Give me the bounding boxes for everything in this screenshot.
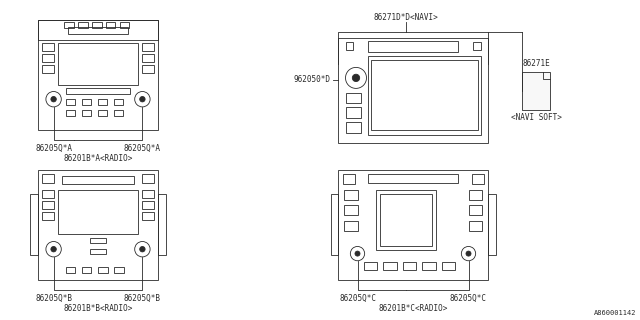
Bar bbox=[158, 194, 166, 255]
Bar bbox=[42, 212, 54, 220]
Bar bbox=[82, 110, 91, 116]
Bar bbox=[143, 65, 154, 73]
Bar bbox=[58, 190, 138, 234]
Text: 86205Q*A: 86205Q*A bbox=[124, 144, 161, 153]
Bar bbox=[344, 205, 358, 215]
Bar bbox=[42, 65, 54, 73]
Bar bbox=[403, 262, 416, 270]
Bar bbox=[106, 22, 115, 28]
Bar bbox=[330, 194, 338, 255]
Circle shape bbox=[51, 97, 56, 102]
Bar bbox=[338, 38, 488, 143]
Bar bbox=[468, 220, 482, 230]
Text: 86271D*D<NAVI>: 86271D*D<NAVI> bbox=[373, 13, 438, 22]
Bar bbox=[42, 54, 54, 62]
Bar bbox=[376, 190, 436, 250]
Text: 86201B*B<RADIO>: 86201B*B<RADIO> bbox=[63, 304, 132, 313]
Bar bbox=[488, 194, 495, 255]
Bar bbox=[380, 194, 432, 246]
Bar bbox=[344, 220, 358, 230]
Bar bbox=[92, 22, 102, 28]
Bar bbox=[78, 22, 88, 28]
Circle shape bbox=[353, 74, 360, 82]
Bar bbox=[38, 20, 158, 130]
Circle shape bbox=[466, 251, 471, 256]
Bar bbox=[120, 22, 129, 28]
Bar bbox=[68, 27, 128, 34]
Bar bbox=[346, 122, 360, 132]
Circle shape bbox=[140, 97, 145, 102]
Circle shape bbox=[355, 251, 360, 256]
Bar bbox=[114, 110, 123, 116]
Bar bbox=[344, 190, 358, 200]
Text: 86205Q*B: 86205Q*B bbox=[35, 294, 72, 303]
Bar bbox=[38, 20, 158, 40]
Text: 86201B*C<RADIO>: 86201B*C<RADIO> bbox=[378, 304, 448, 313]
Bar bbox=[42, 174, 54, 183]
Bar bbox=[42, 43, 54, 51]
Bar bbox=[114, 99, 123, 105]
Bar bbox=[98, 99, 107, 105]
Bar bbox=[143, 54, 154, 62]
Circle shape bbox=[140, 246, 145, 252]
Bar bbox=[468, 205, 482, 215]
Bar bbox=[368, 41, 458, 52]
Bar bbox=[346, 42, 353, 50]
Bar bbox=[143, 201, 154, 209]
Bar bbox=[473, 42, 481, 50]
Text: 86205Q*C: 86205Q*C bbox=[339, 294, 376, 303]
Bar bbox=[65, 99, 75, 105]
Bar bbox=[422, 262, 435, 270]
Text: <NAVI SOFT>: <NAVI SOFT> bbox=[511, 114, 561, 123]
Bar bbox=[522, 71, 550, 109]
Bar bbox=[82, 267, 92, 273]
Circle shape bbox=[51, 246, 56, 252]
Bar bbox=[143, 43, 154, 51]
Bar bbox=[98, 267, 108, 273]
Bar bbox=[62, 175, 134, 184]
Bar bbox=[98, 110, 107, 116]
Text: 86201B*A<RADIO>: 86201B*A<RADIO> bbox=[63, 154, 132, 163]
Text: 962050*D: 962050*D bbox=[293, 76, 330, 84]
Bar bbox=[65, 267, 76, 273]
Text: A860001142: A860001142 bbox=[593, 310, 636, 316]
Bar bbox=[371, 60, 477, 131]
Bar bbox=[342, 174, 355, 184]
Bar bbox=[82, 99, 91, 105]
Bar bbox=[468, 190, 482, 200]
Bar bbox=[383, 262, 397, 270]
Bar bbox=[90, 238, 106, 244]
Bar bbox=[143, 190, 154, 197]
Bar bbox=[442, 262, 455, 270]
Bar bbox=[65, 88, 131, 94]
Bar bbox=[114, 267, 124, 273]
Bar bbox=[346, 92, 360, 103]
Text: 86205Q*A: 86205Q*A bbox=[35, 144, 72, 153]
Bar bbox=[42, 201, 54, 209]
Bar bbox=[143, 212, 154, 220]
Bar bbox=[38, 170, 158, 280]
Bar bbox=[65, 110, 75, 116]
Bar bbox=[472, 174, 483, 184]
Text: 86205Q*C: 86205Q*C bbox=[450, 294, 487, 303]
Text: 86271E: 86271E bbox=[522, 59, 550, 68]
Bar bbox=[90, 249, 106, 254]
Bar bbox=[29, 194, 38, 255]
Bar bbox=[65, 22, 74, 28]
Bar bbox=[42, 190, 54, 197]
Bar bbox=[338, 170, 488, 280]
Bar bbox=[368, 56, 481, 135]
Text: 86205Q*B: 86205Q*B bbox=[124, 294, 161, 303]
Bar bbox=[143, 174, 154, 183]
Bar bbox=[346, 107, 360, 118]
Bar bbox=[368, 174, 458, 183]
Bar bbox=[364, 262, 377, 270]
Bar bbox=[58, 43, 138, 85]
